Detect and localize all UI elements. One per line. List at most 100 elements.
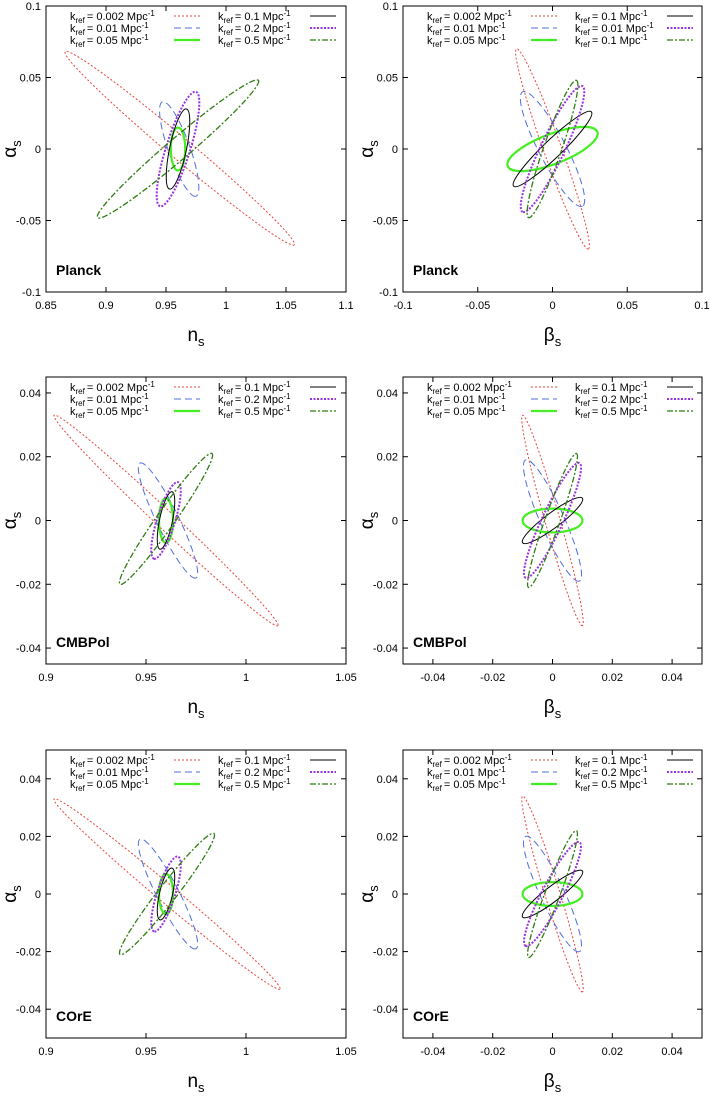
- ellipse-k001: [519, 90, 586, 208]
- panel-2: -0.1 -0.05 0 0.05 0.1 -0.1 -0.05 0 0.05 0.1 kref = …: [357, 1, 710, 349]
- legend-entry-k01: kref = 0.1 Mpc-1: [575, 9, 648, 25]
- x-tick-label: 1.1: [338, 300, 353, 312]
- legend-entry-k0002: kref = 0.002 Mpc-1: [70, 9, 155, 25]
- legend-entry-k05: kref = 0.5 Mpc-1: [575, 404, 648, 420]
- legend-entry-k01: kref = 0.1 Mpc-1: [575, 753, 648, 769]
- ellipse-k05: [96, 79, 260, 219]
- legend-entry-k05: kref = 0.5 Mpc-1: [218, 777, 291, 793]
- x-tick-label: 0.85: [35, 300, 56, 312]
- ellipse-group: [506, 48, 599, 250]
- x-tick-label: 0.9: [38, 1046, 53, 1058]
- x-tick-label: -0.02: [480, 1046, 505, 1058]
- legend-entry-k001: kref = 0.01 Mpc-1: [70, 21, 149, 37]
- y-tick-label: 0: [392, 516, 398, 528]
- plot-frame: [402, 5, 703, 293]
- ellipse-k05: [118, 452, 214, 586]
- x-axis-label: ns: [187, 1071, 205, 1095]
- panel-5: 0.9 0.95 1 1.05 -0.04 -0.02 0 0.02 0.04 kref = 0.0…: [0, 749, 357, 1095]
- ellipse-k001: [137, 838, 199, 950]
- y-tick-label: 0.02: [20, 452, 41, 464]
- x-tick-label: 1: [243, 672, 249, 684]
- x-axis-label: ns: [187, 325, 205, 349]
- x-tick-label: 0.02: [602, 672, 623, 684]
- y-tick-label: 0.05: [20, 73, 41, 85]
- y-tick-label: -0.04: [373, 643, 398, 655]
- y-axis-label: αs: [357, 140, 381, 158]
- y-tick-label: -0.04: [16, 1004, 41, 1016]
- panel-1: 0.85 0.9 0.95 1 1.05 1.1 -0.1 -0.05 0 0.05 0.1 kref…: [0, 1, 354, 349]
- x-axis-label: ns: [187, 697, 205, 721]
- y-tick-label: -0.04: [373, 1004, 398, 1016]
- legend-entry-k0002: kref = 0.002 Mpc-1: [70, 380, 155, 396]
- y-tick-label: -0.05: [16, 216, 41, 228]
- x-tick-label: 1: [223, 300, 229, 312]
- y-tick-label: -0.04: [16, 643, 41, 655]
- ellipse-k01: [521, 869, 584, 919]
- x-axis-label: βs: [544, 1071, 562, 1095]
- ellipse-k0002: [521, 414, 584, 627]
- x-tick-label: -0.1: [394, 300, 413, 312]
- ellipse-k0002: [521, 795, 584, 993]
- x-tick-label: 0.95: [135, 1046, 156, 1058]
- x-tick-label: 0: [549, 1046, 555, 1058]
- legend-entry-k005: kref = 0.05 Mpc-1: [427, 404, 506, 420]
- legend-entry-k05: kref = 0.5 Mpc-1: [218, 404, 291, 420]
- ellipse-k05: [526, 79, 579, 219]
- y-tick-label: 0.04: [20, 388, 41, 400]
- legend-entry-k05: kref = 0.5 Mpc-1: [218, 33, 291, 49]
- y-tick-label: -0.05: [373, 216, 398, 228]
- ellipse-k01: [521, 496, 584, 545]
- legend-entry-k01: kref = 0.1 Mpc-1: [218, 9, 291, 25]
- x-tick-label: 0.02: [602, 1046, 623, 1058]
- ellipse-k05: [526, 829, 579, 959]
- ellipse-k0002: [64, 50, 296, 246]
- y-tick-label: 0: [392, 889, 398, 901]
- legend-entry-k01: kref = 0.1 Mpc-1: [218, 753, 291, 769]
- experiment-label: Planck: [56, 262, 101, 278]
- ellipse-group: [521, 414, 584, 627]
- x-tick-label: 0: [549, 300, 555, 312]
- ellipse-group: [53, 798, 281, 990]
- ellipse-k02: [150, 855, 182, 933]
- ellipse-k001: [522, 459, 583, 582]
- legend-entry-k005: kref = 0.05 Mpc-1: [70, 33, 149, 49]
- y-tick-label: 0.1: [26, 1, 41, 13]
- ellipse-k001: [137, 462, 199, 579]
- legend-entry-k0002: kref = 0.002 Mpc-1: [427, 9, 512, 25]
- y-tick-label: -0.1: [22, 287, 41, 299]
- x-tick-label: 1.05: [275, 300, 296, 312]
- ellipse-k01: [156, 867, 176, 921]
- legend-entry-k01: kref = 0.1 Mpc-1: [575, 380, 648, 396]
- panel-6: -0.04 -0.02 0 0.02 0.04 -0.04 -0.02 0 0.02 0.04 kr…: [357, 749, 703, 1095]
- y-tick-label: 0: [35, 889, 41, 901]
- plot-frame: [45, 376, 347, 665]
- ellipse-group: [521, 795, 584, 993]
- x-tick-label: 0.95: [135, 672, 156, 684]
- x-tick-label: 0.04: [661, 672, 682, 684]
- legend-entry-k01: kref = 0.1 Mpc-1: [218, 380, 291, 396]
- experiment-label: COrE: [56, 1008, 92, 1024]
- y-tick-label: 0.02: [377, 452, 398, 464]
- plot-frame: [402, 749, 703, 1039]
- legend-entry-k005: kref = 0.05 Mpc-1: [70, 777, 149, 793]
- y-tick-label: 0: [392, 144, 398, 156]
- legend-entry-k005: kref = 0.05 Mpc-1: [427, 33, 506, 49]
- ellipse-k001: [522, 835, 583, 953]
- legend-entry-k001: kref = 0.01 Mpc-1: [70, 765, 149, 781]
- y-tick-label: -0.1: [379, 287, 398, 299]
- legend-entry-k02: kref = 0.01 Mpc-1: [575, 21, 654, 37]
- x-tick-label: 1.05: [335, 672, 356, 684]
- plot-frame: [45, 5, 347, 293]
- ellipse-k001: [159, 101, 200, 197]
- y-tick-label: 0.04: [377, 774, 398, 786]
- x-tick-label: 0.1: [694, 300, 709, 312]
- legend-entry-k02: kref = 0.2 Mpc-1: [218, 392, 291, 408]
- x-axis-label: βs: [544, 697, 562, 721]
- x-tick-label: 0.04: [661, 1046, 682, 1058]
- legend-entry-k001: kref = 0.01 Mpc-1: [427, 21, 506, 37]
- legend-entry-k02: kref = 0.2 Mpc-1: [218, 765, 291, 781]
- y-tick-label: 0: [35, 516, 41, 528]
